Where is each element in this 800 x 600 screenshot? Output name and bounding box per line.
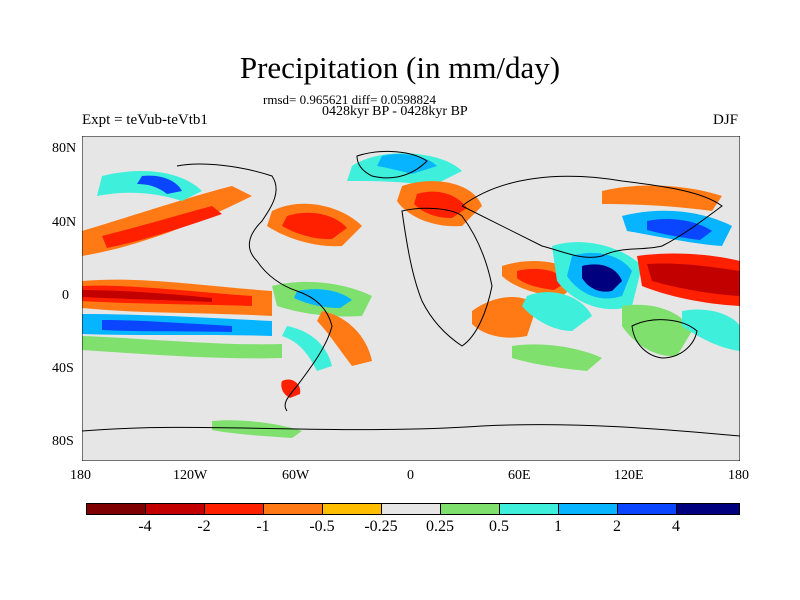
colorbar-label: -0.25	[364, 518, 398, 535]
lat-tick-80s: 80S	[52, 434, 74, 449]
colorbar-bin	[322, 503, 382, 515]
colorbar-label: 1	[554, 518, 562, 535]
colorbar-label: -1	[256, 518, 270, 535]
colorbar-label: -4	[138, 518, 152, 535]
plot-title: Precipitation (in mm/day)	[239, 50, 561, 85]
period-text: 0428kyr BP - 0428kyr BP	[322, 104, 468, 119]
colorbar-bin	[676, 503, 740, 515]
anomaly-fields	[82, 153, 740, 438]
colorbar-bin	[440, 503, 500, 515]
lat-tick-80n: 80N	[52, 141, 77, 156]
experiment-label: Expt = teVub-teVtb1	[82, 112, 208, 128]
lon-tick-0: 0	[407, 468, 414, 483]
lon-tick-60w: 60W	[282, 468, 310, 483]
lat-tick-40s: 40S	[52, 361, 74, 376]
lat-tick-0: 0	[62, 288, 69, 303]
colorbar-label: 0.5	[489, 518, 509, 535]
colorbar-label: 4	[672, 518, 680, 535]
lat-tick-40n: 40N	[52, 215, 77, 230]
stats-text: rmsd= 0.965621 diff= 0.0598824	[263, 92, 436, 107]
colorbar-label: -0.5	[309, 518, 335, 535]
colorbar-bin	[204, 503, 264, 515]
lon-tick-60e: 60E	[508, 468, 531, 483]
colorbar-bin	[86, 503, 146, 515]
lon-tick-180e: 180	[728, 468, 749, 483]
colorbar-bin	[145, 503, 205, 515]
colorbar-bin	[499, 503, 559, 515]
colorbar-bin	[558, 503, 618, 515]
lon-tick-180w: 180	[70, 468, 91, 483]
colorbar-bin	[263, 503, 323, 515]
lon-tick-120e: 120E	[614, 468, 644, 483]
season-label: DJF	[712, 112, 738, 128]
colorbar-bin	[617, 503, 677, 515]
coastlines	[82, 151, 740, 437]
precipitation-map	[82, 136, 740, 461]
colorbar-label: 2	[613, 518, 621, 535]
colorbar-label: 0.25	[426, 518, 454, 535]
colorbar-bin	[381, 503, 441, 515]
lon-tick-120w: 120W	[173, 468, 208, 483]
colorbar-label: -2	[197, 518, 211, 535]
